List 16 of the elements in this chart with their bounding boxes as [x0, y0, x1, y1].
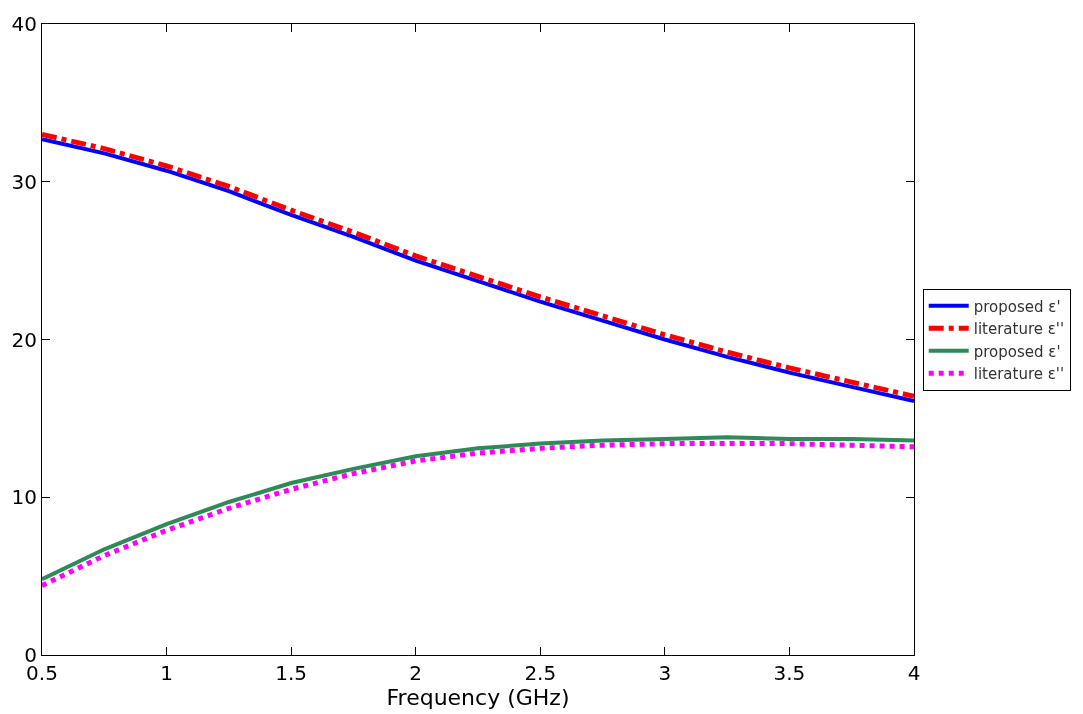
y-tick-label: 20 [11, 327, 37, 352]
x-axis-title: Frequency (GHz) [386, 685, 570, 710]
legend-label: literature ε'' [973, 320, 1065, 339]
legend-label: literature ε'' [973, 365, 1065, 384]
x-tick-label: 1.5 [275, 661, 308, 685]
x-tick-label: 3 [658, 661, 672, 685]
x-tick-label: 3.5 [773, 661, 806, 685]
y-tick-label: 40 [11, 12, 37, 36]
y-tick-label: 30 [11, 169, 37, 194]
x-tick-label: 2.5 [524, 661, 557, 685]
x-tick-label: 4 [907, 661, 921, 685]
legend-label: proposed ε' [973, 297, 1061, 316]
y-tick-label: 10 [11, 485, 37, 510]
x-tick-label: 1 [160, 661, 173, 685]
legend-label: proposed ε' [973, 342, 1061, 361]
x-tick-label: 2 [409, 661, 423, 685]
